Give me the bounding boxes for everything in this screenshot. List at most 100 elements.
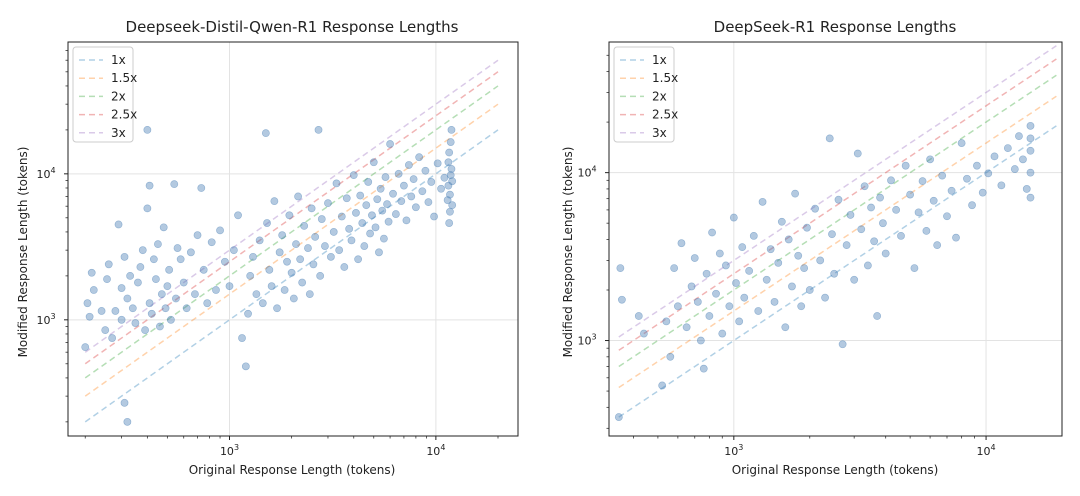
data-point bbox=[873, 312, 882, 320]
data-point bbox=[838, 340, 847, 349]
legend-entry: 2.5x bbox=[111, 108, 137, 122]
chart-title: DeepSeek-R1 Response Lengths bbox=[714, 18, 957, 36]
data-point bbox=[448, 201, 457, 210]
data-point bbox=[973, 161, 981, 170]
data-point bbox=[933, 241, 942, 250]
data-point bbox=[342, 194, 351, 203]
x-tick-label: 103 bbox=[724, 443, 743, 458]
data-point bbox=[732, 279, 740, 287]
data-point bbox=[421, 166, 430, 175]
data-point bbox=[842, 241, 851, 250]
data-point bbox=[415, 153, 424, 162]
y-axis-label: Modified Response Length (tokens) bbox=[561, 147, 575, 358]
data-point bbox=[394, 169, 403, 178]
data-point bbox=[418, 187, 427, 196]
data-point bbox=[400, 181, 408, 190]
data-point bbox=[143, 125, 152, 134]
data-point bbox=[384, 217, 393, 226]
data-point bbox=[317, 215, 326, 223]
data-point bbox=[307, 204, 316, 213]
legend-entry: 1x bbox=[111, 53, 126, 67]
data-point bbox=[366, 229, 374, 238]
data-point bbox=[352, 209, 360, 217]
data-point bbox=[123, 294, 132, 303]
reference-line-1.5x bbox=[618, 95, 1057, 389]
data-point bbox=[275, 248, 284, 257]
data-point bbox=[906, 190, 915, 199]
data-point bbox=[155, 322, 164, 331]
legend-box bbox=[72, 46, 134, 143]
data-point bbox=[126, 271, 135, 280]
data-point bbox=[879, 219, 887, 228]
data-point bbox=[670, 264, 679, 273]
x-axis-label: Original Response Length (tokens) bbox=[732, 463, 939, 477]
data-point bbox=[968, 201, 976, 210]
data-point bbox=[445, 148, 454, 157]
data-point bbox=[369, 158, 378, 167]
data-point bbox=[687, 282, 696, 291]
data-point bbox=[304, 244, 312, 252]
reference-line-3x bbox=[618, 45, 1057, 338]
data-point bbox=[926, 155, 935, 164]
data-point bbox=[816, 256, 825, 265]
data-point bbox=[997, 181, 1006, 190]
data-point bbox=[774, 259, 783, 267]
legend-entry: 2x bbox=[652, 89, 667, 103]
data-point bbox=[165, 265, 174, 274]
data-point bbox=[696, 336, 705, 345]
data-point bbox=[870, 237, 879, 246]
reference-line-1x bbox=[618, 125, 1057, 418]
data-point bbox=[947, 186, 956, 195]
data-point bbox=[914, 208, 923, 217]
data-point bbox=[358, 219, 367, 227]
data-point bbox=[289, 294, 298, 303]
data-point bbox=[444, 181, 453, 190]
y-tick-label: 104 bbox=[36, 166, 55, 181]
data-point bbox=[404, 161, 413, 169]
data-point bbox=[280, 286, 289, 294]
data-point bbox=[690, 254, 699, 262]
data-point bbox=[938, 171, 947, 180]
data-point bbox=[298, 278, 307, 287]
data-point bbox=[172, 294, 180, 303]
data-point bbox=[784, 235, 793, 244]
data-point bbox=[329, 228, 338, 236]
data-point bbox=[978, 188, 987, 197]
data-point bbox=[929, 196, 938, 205]
legend-entry: 2.5x bbox=[652, 108, 678, 122]
data-point bbox=[294, 192, 303, 201]
data-point bbox=[244, 309, 252, 318]
data-point bbox=[179, 278, 188, 287]
data-point bbox=[662, 317, 671, 326]
data-point bbox=[677, 239, 686, 248]
legend-entry: 2x bbox=[111, 89, 126, 103]
data-point bbox=[427, 178, 436, 186]
data-point bbox=[830, 269, 839, 278]
data-point bbox=[446, 207, 454, 216]
data-point bbox=[241, 362, 250, 371]
data-point bbox=[225, 282, 234, 291]
data-point bbox=[957, 139, 966, 147]
data-point bbox=[389, 189, 397, 198]
data-point bbox=[371, 223, 380, 232]
data-point bbox=[143, 204, 152, 213]
data-point bbox=[347, 236, 356, 245]
data-point bbox=[437, 184, 445, 193]
data-point bbox=[910, 264, 919, 273]
data-point bbox=[159, 223, 168, 232]
legend-entry: 3x bbox=[111, 126, 126, 140]
legend-entry: 3x bbox=[652, 126, 667, 140]
data-point bbox=[445, 219, 454, 227]
data-point bbox=[897, 231, 905, 240]
data-point bbox=[411, 203, 420, 212]
data-point bbox=[131, 319, 140, 327]
data-point bbox=[1015, 132, 1023, 141]
data-point bbox=[267, 282, 276, 291]
chart-panel-left: Deepseek-Distil-Qwen-R1 Response Lengths… bbox=[16, 18, 519, 477]
data-point bbox=[368, 211, 376, 220]
data-point bbox=[103, 275, 111, 284]
data-point bbox=[797, 302, 806, 311]
data-point bbox=[758, 197, 767, 206]
data-point bbox=[263, 219, 271, 227]
